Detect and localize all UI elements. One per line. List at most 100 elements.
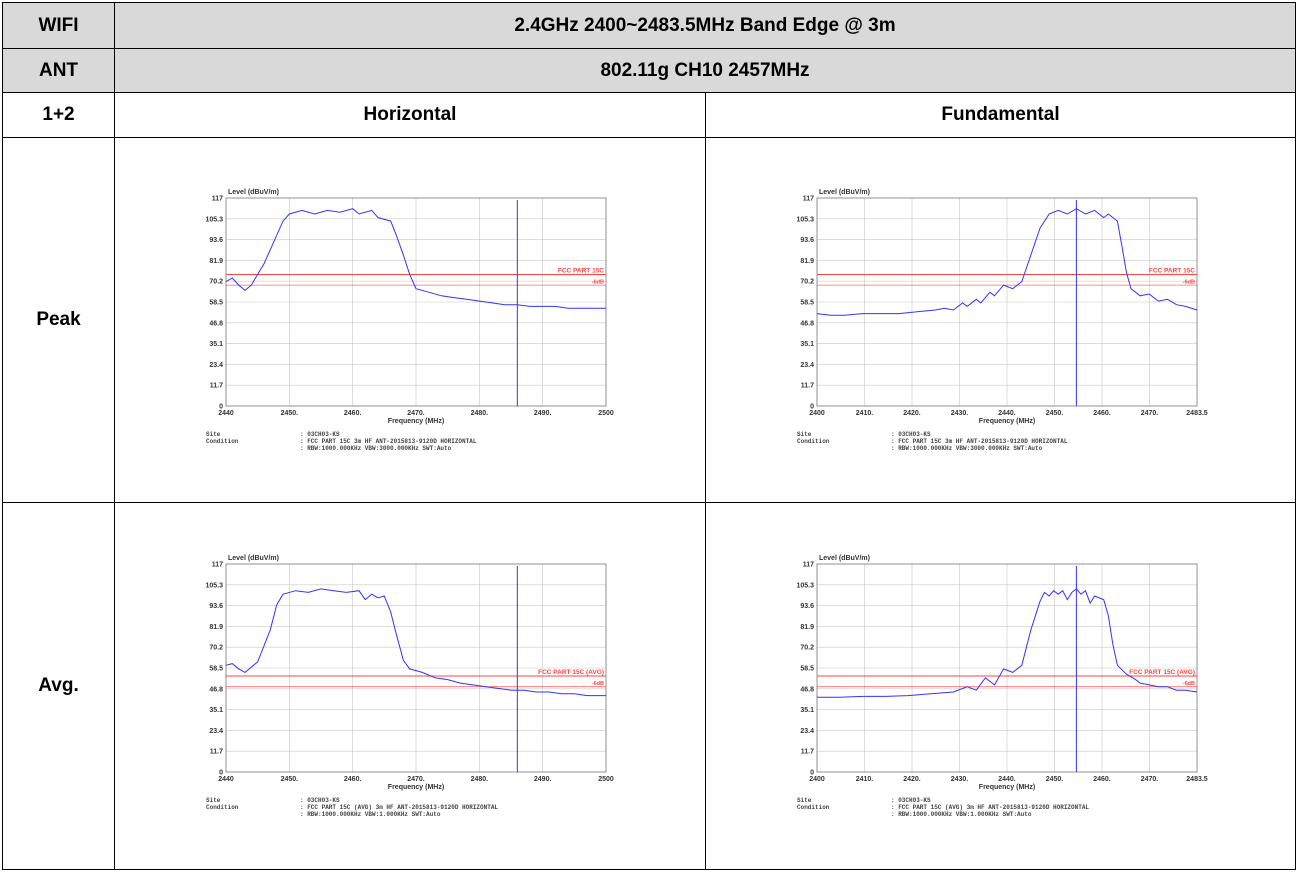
plot-cell-peak-fundamental: Level (dBuV/m) 117 105.3 93.6 81.9 70.2 58.5 46… — [705, 137, 1296, 503]
x-tick-label: 2483.5 — [1186, 776, 1208, 783]
plot-frame — [225, 197, 607, 407]
x-tick-label: 2470. — [407, 410, 425, 417]
measurement-trace — [816, 588, 1197, 698]
condition-line-2: : RBW:1000.000KHz VBW:1.000KHz SWT:Auto — [300, 811, 441, 818]
condition-line-1: : FCC PART 15C (AVG) 3m HF ANT-2015813-9… — [300, 804, 498, 811]
y-tick-label: 23.4 — [800, 362, 814, 369]
x-tick-label: 2483.5 — [1186, 410, 1208, 417]
x-tick-label: 2420. — [903, 776, 921, 783]
mode-title: 802.11g CH10 2457MHz — [114, 48, 1296, 93]
antenna-combo: 1+2 — [2, 92, 115, 138]
y-tick-label: 105.3 — [796, 216, 814, 223]
x-tick-label: 2460. — [1093, 776, 1111, 783]
y-tick-label: 11.7 — [210, 383, 223, 390]
x-tick-label: 2440 — [218, 776, 234, 783]
row-label-avg: Avg. — [2, 502, 115, 870]
x-tick-label: 2450. — [281, 776, 299, 783]
y-tick-label: 58.5 — [800, 666, 814, 673]
y-tick-label: 58.5 — [800, 300, 814, 307]
y-tick-label: 70.2 — [800, 279, 814, 286]
wifi-label: WIFI — [2, 2, 115, 49]
limit-label: FCC PART 15C — [558, 267, 604, 274]
y-tick-label: 0 — [810, 404, 814, 411]
y-tick-label: 35.1 — [800, 707, 814, 714]
measurement-trace — [816, 208, 1197, 316]
x-tick-label: 2440 — [218, 410, 234, 417]
y-tick-label: 58.5 — [209, 300, 223, 307]
margin-label: -6dB — [592, 280, 604, 286]
condition-line-2: : RBW:1000.000KHz VBW:3000.000KHz SWT:Au… — [891, 445, 1043, 452]
x-tick-label: 2500 — [598, 410, 614, 417]
x-tick-label: 2450. — [281, 410, 299, 417]
measurement-trace — [225, 208, 606, 309]
ant-label: ANT — [2, 48, 115, 93]
column-header-fundamental: Fundamental — [705, 92, 1296, 138]
y-tick-label: 23.4 — [800, 728, 814, 735]
condition-label: Condition — [206, 804, 239, 811]
x-tick-label: 2480. — [471, 776, 489, 783]
x-tick-label: 2400 — [809, 410, 825, 417]
y-axis-label: Level (dBuV/m) — [228, 189, 279, 196]
site-value: : 03CH03-KS — [891, 431, 931, 438]
plot-frame — [816, 197, 1197, 407]
x-tick-label: 2440. — [998, 410, 1016, 417]
x-tick-label: 2500 — [598, 776, 614, 783]
y-tick-label: 46.8 — [800, 320, 814, 327]
y-tick-label: 81.9 — [209, 258, 223, 265]
y-tick-label: 117 — [212, 196, 223, 203]
y-tick-label: 35.1 — [209, 707, 223, 714]
column-header-horizontal: Horizontal — [114, 92, 706, 138]
plot-cell-avg-horizontal: Level (dBuV/m) 117 105.3 93.6 81.9 70.2 58.5 46… — [114, 502, 706, 870]
margin-label: -6dB — [1182, 280, 1194, 286]
y-tick-label: 11.7 — [210, 749, 223, 756]
plot-cell-avg-fundamental: Level (dBuV/m) 117 105.3 93.6 81.9 70.2 58.5 46… — [705, 502, 1296, 870]
x-axis-label: Frequency (MHz) — [388, 784, 444, 791]
x-axis-label: Frequency (MHz) — [978, 784, 1034, 791]
limit-label: FCC PART 15C — [1148, 267, 1194, 274]
y-axis-label: Level (dBuV/m) — [819, 555, 870, 562]
y-tick-label: 93.6 — [209, 603, 223, 610]
condition-line-2: : RBW:1000.000KHz VBW:1.000KHz SWT:Auto — [891, 811, 1032, 818]
y-tick-label: 46.8 — [800, 686, 814, 693]
y-tick-label: 105.3 — [205, 216, 223, 223]
plot-frame — [225, 563, 607, 773]
condition-line-1: : FCC PART 15C 3m HF ANT-2015813-9120D H… — [891, 438, 1068, 445]
y-tick-label: 70.2 — [209, 279, 223, 286]
site-label: Site — [206, 431, 221, 438]
x-tick-label: 2460. — [1093, 410, 1111, 417]
y-tick-label: 93.6 — [800, 237, 814, 244]
y-tick-label: 105.3 — [205, 582, 223, 589]
site-value: : 03CH03-KS — [300, 797, 340, 804]
y-tick-label: 0 — [219, 404, 223, 411]
row-label-peak: Peak — [2, 137, 115, 503]
y-tick-label: 0 — [219, 770, 223, 777]
y-tick-label: 11.7 — [800, 383, 813, 390]
site-label: Site — [797, 797, 812, 804]
x-tick-label: 2470. — [407, 776, 425, 783]
x-axis-label: Frequency (MHz) — [388, 418, 444, 425]
x-tick-label: 2470. — [1140, 410, 1158, 417]
y-tick-label: 35.1 — [209, 341, 223, 348]
y-tick-label: 117 — [802, 196, 813, 203]
limit-label: FCC PART 15C (AVG) — [1129, 669, 1195, 676]
plot-peak-horizontal: Level (dBuV/m) 117 105.3 93.6 81.9 70.2 58.5 46… — [205, 189, 614, 452]
y-tick-label: 117 — [212, 562, 223, 569]
margin-label: -6dB — [592, 681, 604, 687]
plot-frame — [816, 563, 1197, 773]
x-tick-label: 2410. — [855, 410, 873, 417]
margin-label: -6dB — [1182, 681, 1194, 687]
x-tick-label: 2430. — [950, 410, 968, 417]
plot-peak-fundamental: Level (dBuV/m) 117 105.3 93.6 81.9 70.2 58.5 46… — [796, 189, 1208, 452]
x-tick-label: 2490. — [534, 776, 552, 783]
y-tick-label: 81.9 — [800, 258, 814, 265]
y-tick-label: 93.6 — [800, 603, 814, 610]
y-tick-label: 0 — [810, 770, 814, 777]
x-tick-label: 2460. — [344, 776, 362, 783]
x-tick-label: 2440. — [998, 776, 1016, 783]
y-tick-label: 105.3 — [796, 582, 814, 589]
x-tick-label: 2490. — [534, 410, 552, 417]
site-value: : 03CH03-KS — [891, 797, 931, 804]
site-label: Site — [206, 797, 221, 804]
y-tick-label: 46.8 — [209, 320, 223, 327]
